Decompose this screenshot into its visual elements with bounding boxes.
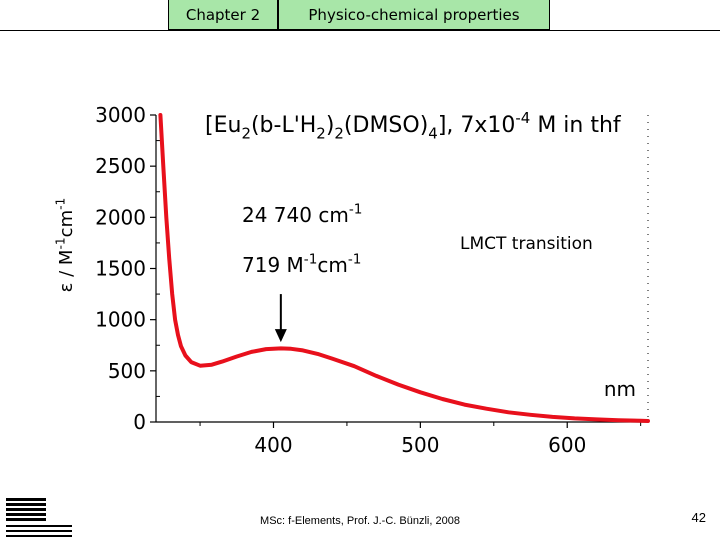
y-tick-label: 2000 [95,205,146,229]
peak-arrow-head [274,329,287,343]
y-axis-label: ε / M-1cm-1 [53,198,77,293]
x-tick-label: 400 [254,433,292,457]
lmct-label: LMCT transition [460,234,593,254]
y-tick-label: 3000 [95,103,146,127]
y-tick-label: 1500 [95,257,146,281]
wavenumber-annotation: 24 740 cm-1 [242,202,362,227]
chart-title: [Eu2(b-L'H2)2(DMSO)4], 7x10-4 M in thf [205,109,622,143]
y-tick-label: 2500 [95,154,146,178]
page-number: 42 [691,510,706,525]
chapter-tab[interactable]: Chapter 2 [168,0,278,30]
header-rule [0,30,720,31]
epfl-logo [6,498,72,537]
y-tick-label: 1000 [95,308,146,332]
x-tick-label: 600 [548,433,586,457]
x-tick-label: 500 [401,433,439,457]
x-axis-unit: nm [604,377,636,401]
absorption-curve [158,113,650,423]
y-tick-label: 500 [108,359,146,383]
epsilon-annotation: 719 M-1cm-1 [242,252,361,277]
footer-credit: MSc: f-Elements, Prof. J.-C. Bünzli, 200… [260,515,460,527]
section-tab[interactable]: Physico-chemical properties [278,0,550,30]
y-tick-label: 0 [133,410,146,434]
